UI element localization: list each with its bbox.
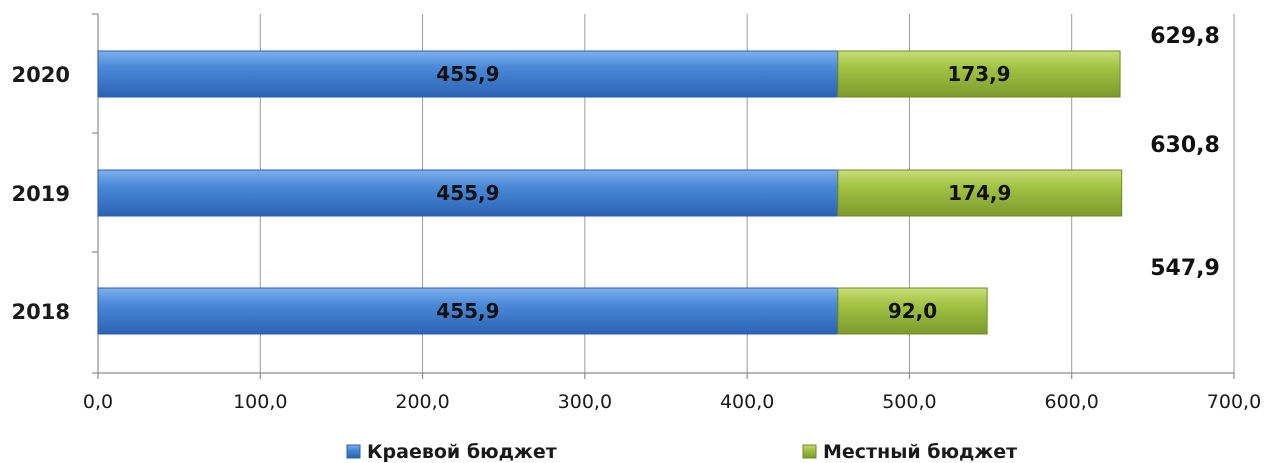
bar-local-2019 [837,169,1123,217]
x-tick-label: 200,0 [395,391,449,413]
legend-label: Краевой бюджет [367,441,557,463]
x-tick-label: 100,0 [233,391,287,413]
legend: Краевой бюджет Местный бюджет [346,441,1017,463]
total-label: 547,9 [1150,256,1220,281]
bar-value-label: 455,9 [436,62,499,86]
bar-value-label: 173,9 [947,62,1010,86]
legend-label: Местный бюджет [823,441,1017,463]
bar-value-label: 92,0 [888,299,937,323]
category-label: 2018 [12,300,70,324]
bar-local-2020 [837,50,1121,98]
x-tick-label: 300,0 [558,391,612,413]
bar-regional-2019 [97,169,839,217]
category-label: 2019 [12,182,70,206]
bar-regional-2018 [97,287,839,335]
bars [97,50,1123,335]
x-tick-label: 400,0 [720,391,774,413]
bar-value-label: 174,9 [948,181,1011,205]
total-label: 629,8 [1150,24,1220,49]
category-label: 2020 [12,63,70,87]
legend-swatch [802,444,817,459]
x-tick-label: 700,0 [1207,391,1261,413]
bar-local-2018 [837,287,988,335]
x-tick-label: 500,0 [882,391,936,413]
bar-value-label: 455,9 [436,299,499,323]
labels: 0,0 100,0 200,0 300,0 400,0 500,0 600,0 700,0 45… [12,24,1262,413]
bar-value-label: 455,9 [436,181,499,205]
legend-swatch [346,444,361,459]
total-label: 630,8 [1150,133,1220,158]
x-tick-label: 0,0 [83,391,113,413]
x-tick-label: 600,0 [1045,391,1099,413]
